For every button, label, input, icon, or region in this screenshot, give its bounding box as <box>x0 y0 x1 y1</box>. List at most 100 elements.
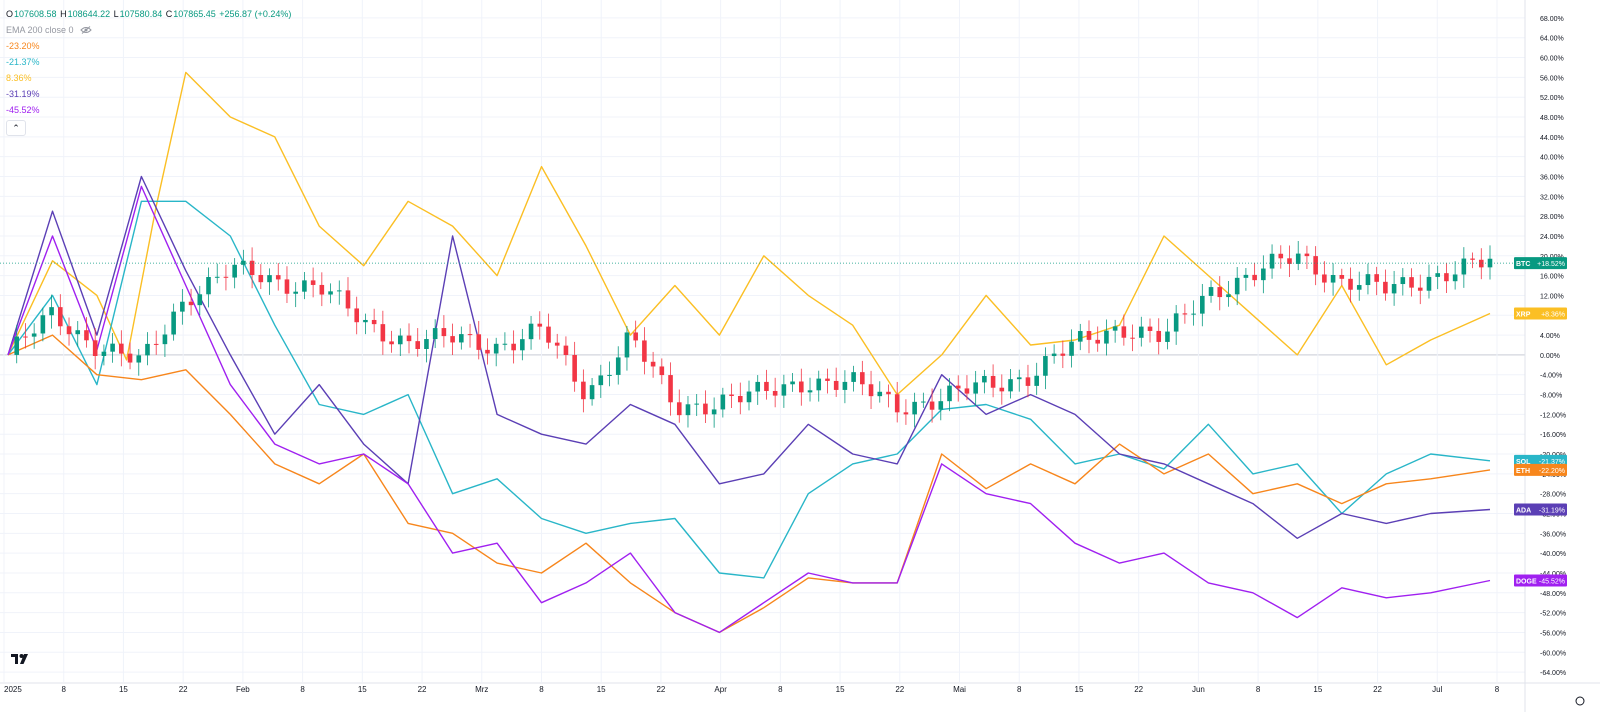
btc-candle-body <box>502 343 508 345</box>
btc-candle-body <box>1426 276 1432 291</box>
btc-candle-body <box>1077 331 1083 342</box>
btc-candle-body <box>755 381 761 392</box>
btc-candle-body <box>537 323 543 327</box>
btc-candle-body <box>1095 339 1101 344</box>
y-tick-label: 36.00% <box>1540 175 1564 182</box>
btc-candle-body <box>703 403 708 415</box>
btc-candle-body <box>833 380 839 390</box>
x-tick-label: 22 <box>895 685 904 694</box>
btc-candle-body <box>737 395 743 403</box>
btc-candle-body <box>389 341 394 345</box>
x-tick-label: 8 <box>300 685 305 694</box>
btc-candle-body <box>520 339 525 351</box>
x-tick-label: 15 <box>597 685 606 694</box>
series-line-doge <box>7 185 1491 634</box>
x-tick-label: 2025 <box>4 685 22 694</box>
btc-candle-body <box>493 343 499 354</box>
btc-candle-body <box>1060 353 1066 356</box>
btc-candle-body <box>650 361 656 367</box>
btc-candle-body <box>450 336 455 343</box>
chart-legend: O107608.58 H108644.22 L107580.84 C107865… <box>6 6 292 136</box>
btc-candle-body <box>1400 277 1406 285</box>
btc-candle-body <box>1374 274 1379 282</box>
ema-indicator[interactable]: EMA 200 close 0 <box>6 22 292 38</box>
collapse-legend-button[interactable]: ⌃ <box>6 120 26 136</box>
btc-candle-body <box>75 330 81 335</box>
btc-candle-body <box>1156 330 1162 342</box>
btc-candle-body <box>310 280 316 285</box>
btc-candle-body <box>982 375 987 383</box>
y-tick-label: 0.00% <box>1540 353 1560 360</box>
right-label-value: -31.19% <box>1539 507 1565 514</box>
btc-candle-body <box>973 382 978 394</box>
btc-candle-body <box>467 334 473 336</box>
change-value: +256.87 (+0.24%) <box>219 9 292 19</box>
btc-candle-body <box>729 394 734 396</box>
btc-candle-body <box>1330 274 1336 283</box>
btc-candle-body <box>336 290 342 292</box>
y-tick-label: 16.00% <box>1540 274 1564 281</box>
btc-candle-body <box>162 334 168 345</box>
btc-candle-body <box>1034 375 1039 386</box>
right-label-doge <box>1514 574 1567 587</box>
btc-candle-body <box>345 290 351 309</box>
btc-candle-body <box>1051 353 1057 357</box>
y-tick-label: 32.00% <box>1540 194 1564 201</box>
btc-candle-body <box>1444 273 1449 282</box>
btc-candle-body <box>1391 284 1397 294</box>
y-tick-label: -16.00% <box>1540 432 1566 439</box>
y-tick-label: 12.00% <box>1540 293 1564 300</box>
btc-candle-body <box>1261 268 1266 281</box>
btc-candle-body <box>1383 281 1388 294</box>
btc-candle-body <box>624 332 630 358</box>
btc-candle-body <box>424 339 429 350</box>
x-tick-label: 22 <box>1373 685 1382 694</box>
btc-candle-body <box>528 323 534 340</box>
btc-candle-body <box>781 384 787 396</box>
btc-candle-body <box>1409 277 1414 288</box>
btc-candle-body <box>1435 273 1440 277</box>
right-label-value: +18.52% <box>1537 261 1565 268</box>
btc-candle-body <box>127 353 133 363</box>
y-tick-label: 56.00% <box>1540 75 1564 82</box>
x-tick-label: Feb <box>236 685 250 694</box>
tradingview-logo-icon[interactable] <box>10 652 32 670</box>
right-label-sol <box>1514 454 1567 467</box>
btc-candle-body <box>49 307 54 316</box>
btc-candle-body <box>842 381 848 390</box>
x-tick-label: 22 <box>418 685 427 694</box>
right-label-ticker: ETH <box>1516 468 1530 475</box>
x-tick-label: 15 <box>358 685 367 694</box>
open-label: O <box>6 9 14 19</box>
btc-candle-body <box>249 260 255 275</box>
btc-candle-body <box>328 291 333 295</box>
btc-candle-body <box>14 336 20 355</box>
btc-candle-body <box>1365 274 1371 286</box>
btc-candle-body <box>825 378 830 381</box>
legend-ada: -31.19% <box>6 89 40 99</box>
series-line-xrp <box>7 71 1491 396</box>
y-tick-label: 48.00% <box>1540 115 1564 122</box>
right-label-ada <box>1514 503 1567 516</box>
btc-candle-body <box>990 375 996 388</box>
open-value: 107608.58 <box>14 9 57 19</box>
btc-candle-body <box>929 401 935 410</box>
btc-candle-body <box>1226 294 1231 298</box>
btc-candle-body <box>807 390 813 393</box>
btc-candle-body <box>563 345 569 356</box>
eye-hidden-icon[interactable] <box>79 26 92 34</box>
btc-candle-body <box>397 335 403 345</box>
btc-candle-body <box>1348 278 1353 290</box>
btc-candle-body <box>1461 258 1467 275</box>
right-label-ticker: XRP <box>1516 311 1531 318</box>
btc-candle-body <box>1339 274 1345 279</box>
btc-candle-body <box>1269 253 1275 269</box>
x-tick-label: 8 <box>61 685 66 694</box>
btc-candle-body <box>31 333 37 337</box>
btc-candle-body <box>1287 258 1292 264</box>
btc-candle-body <box>1304 253 1310 257</box>
btc-candle-body <box>772 390 778 396</box>
low-value: 107580.84 <box>119 9 163 19</box>
btc-candle-body <box>1478 259 1484 268</box>
